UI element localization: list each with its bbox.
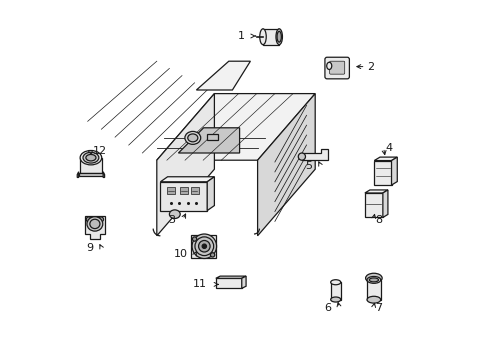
Bar (167, 187, 175, 194)
Ellipse shape (369, 278, 379, 282)
Text: 5: 5 (306, 161, 313, 171)
Ellipse shape (86, 217, 91, 222)
Ellipse shape (210, 253, 215, 257)
Ellipse shape (277, 31, 281, 42)
Ellipse shape (202, 244, 206, 248)
Polygon shape (191, 235, 216, 258)
Polygon shape (365, 190, 388, 193)
Ellipse shape (195, 237, 214, 256)
Ellipse shape (193, 237, 197, 241)
FancyBboxPatch shape (330, 61, 345, 74)
Ellipse shape (260, 29, 266, 45)
Ellipse shape (331, 280, 341, 285)
Polygon shape (160, 177, 215, 182)
Ellipse shape (327, 62, 332, 69)
Text: 1: 1 (238, 31, 245, 41)
Polygon shape (374, 157, 397, 161)
Ellipse shape (276, 29, 282, 45)
Polygon shape (103, 172, 104, 177)
Ellipse shape (298, 153, 305, 160)
Ellipse shape (87, 217, 103, 231)
Ellipse shape (367, 276, 381, 283)
Polygon shape (242, 276, 246, 288)
Polygon shape (331, 282, 341, 300)
Text: 6: 6 (324, 303, 331, 313)
Ellipse shape (192, 234, 217, 258)
Text: 3: 3 (168, 215, 175, 225)
Text: 4: 4 (386, 143, 392, 153)
Text: 9: 9 (87, 243, 94, 253)
Polygon shape (207, 177, 215, 211)
Polygon shape (392, 157, 397, 185)
Polygon shape (302, 149, 328, 160)
Polygon shape (79, 173, 103, 176)
Polygon shape (258, 94, 315, 236)
Ellipse shape (83, 152, 99, 163)
Bar (207, 134, 218, 140)
Polygon shape (80, 158, 102, 173)
Polygon shape (178, 128, 240, 153)
Polygon shape (263, 29, 279, 45)
Text: 7: 7 (375, 303, 382, 313)
Bar (374, 161, 392, 185)
Ellipse shape (331, 297, 341, 302)
FancyBboxPatch shape (325, 57, 349, 79)
Text: 11: 11 (193, 279, 207, 289)
Polygon shape (85, 216, 104, 239)
Bar (191, 187, 198, 194)
Ellipse shape (367, 296, 381, 303)
Polygon shape (157, 94, 215, 236)
Ellipse shape (366, 273, 382, 283)
Polygon shape (383, 190, 388, 217)
Bar (160, 182, 207, 211)
Ellipse shape (80, 150, 102, 165)
Bar (365, 193, 383, 217)
Ellipse shape (185, 131, 201, 144)
Ellipse shape (86, 154, 96, 161)
Polygon shape (157, 94, 315, 160)
Polygon shape (216, 276, 246, 278)
Ellipse shape (90, 219, 100, 229)
Text: 12: 12 (92, 146, 106, 156)
Ellipse shape (188, 134, 198, 142)
Text: 10: 10 (173, 249, 187, 259)
Ellipse shape (198, 240, 210, 252)
Polygon shape (196, 61, 250, 90)
Bar (180, 187, 188, 194)
Bar (216, 278, 242, 288)
Polygon shape (77, 172, 79, 177)
Text: 8: 8 (375, 215, 382, 225)
Ellipse shape (98, 217, 103, 222)
Polygon shape (367, 280, 381, 300)
Ellipse shape (170, 210, 180, 219)
Text: 2: 2 (368, 62, 374, 72)
